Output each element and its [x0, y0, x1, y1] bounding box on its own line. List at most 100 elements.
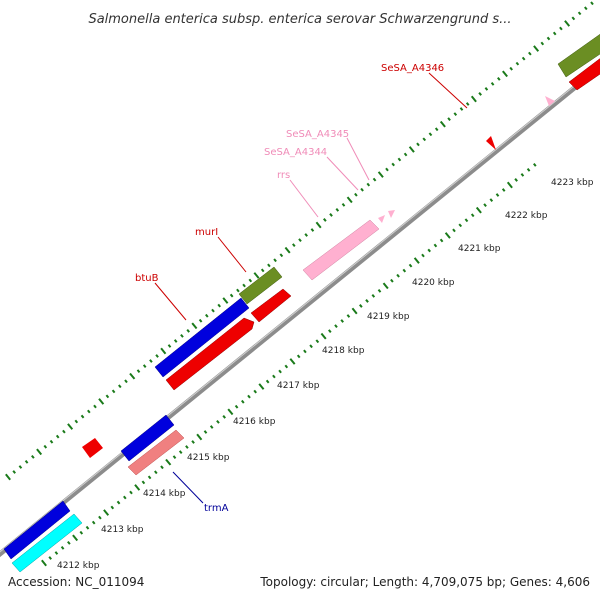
tick-mark	[413, 257, 420, 264]
tick-label: 4222 kbp	[505, 211, 548, 221]
tick-mark	[267, 263, 271, 268]
gene-red-murI-adjacent[interactable]	[250, 288, 292, 323]
gene-red-small-left[interactable]	[82, 438, 103, 458]
tick-mark	[129, 372, 136, 380]
gene-rrs[interactable]	[302, 219, 380, 281]
tick-mark	[278, 369, 282, 374]
gene-SeSA_A4344[interactable]	[378, 215, 385, 223]
tick-mark	[253, 272, 260, 279]
tick-label: 4220 kbp	[412, 278, 455, 288]
tick-mark	[111, 389, 116, 394]
tick-mark	[359, 304, 363, 308]
tick-mark	[408, 263, 413, 268]
tick-mark	[185, 445, 189, 449]
tick-mark	[497, 76, 501, 81]
gene-green-topright[interactable]	[557, 30, 600, 78]
gene-label-btuB[interactable]: btuB	[135, 273, 159, 284]
tick-mark	[506, 181, 513, 189]
tick-mark	[141, 480, 146, 485]
tick-mark	[196, 433, 203, 441]
gene-SeSA_A4346[interactable]	[545, 96, 555, 106]
tick-mark	[390, 278, 394, 283]
tick-mark	[584, 6, 588, 11]
gene-red-topright[interactable]	[568, 54, 600, 91]
tick-mark	[514, 178, 518, 182]
tick-mark	[391, 162, 395, 167]
gene-label-leaders	[154, 72, 468, 504]
tick-mark	[447, 117, 451, 122]
tick-mark	[67, 540, 71, 545]
tick-mark	[209, 425, 214, 429]
gene-label-rrs[interactable]: rrs	[277, 170, 290, 181]
gene-blue-fwd-2[interactable]	[120, 414, 175, 462]
tick-mark	[408, 146, 415, 153]
tick-mark	[167, 344, 172, 348]
tick-mark	[284, 364, 289, 369]
gene-btuB-region-red[interactable]	[165, 317, 255, 391]
tick-mark	[124, 379, 128, 384]
tick-mark	[229, 293, 234, 298]
gene-cyan[interactable]	[11, 513, 83, 573]
tick-mark	[54, 551, 59, 555]
tick-mark	[93, 404, 97, 409]
tick-mark	[211, 308, 215, 313]
tick-mark	[74, 419, 79, 424]
tick-mark	[377, 171, 384, 178]
tick-mark	[203, 430, 208, 434]
tick-mark	[12, 470, 16, 474]
gene-SeSA_A4345[interactable]	[388, 210, 395, 218]
tick-mark	[385, 167, 389, 172]
tick-mark	[49, 439, 54, 444]
tick-mark	[236, 288, 240, 293]
tick-label: 4218 kbp	[322, 346, 365, 356]
tick-mark	[147, 475, 152, 480]
tick-mark	[360, 187, 364, 192]
gene-label-SeSA_A4344[interactable]: SeSA_A4344	[264, 147, 327, 158]
gene-red-small-right[interactable]	[486, 136, 496, 150]
tick-mark	[160, 465, 164, 470]
gene-label-murI[interactable]: murI	[195, 227, 218, 238]
gene-blue-fwd-3[interactable]	[3, 500, 71, 560]
tick-mark	[577, 11, 582, 16]
tick-mark	[528, 51, 532, 56]
tick-mark	[284, 246, 291, 254]
tick-mark	[501, 188, 506, 192]
tick-mark	[515, 61, 520, 66]
tick-mark	[155, 354, 159, 358]
tick-mark	[421, 253, 425, 258]
tick-mark	[489, 198, 494, 202]
tick-mark	[453, 112, 458, 116]
tick-mark	[521, 56, 526, 61]
gene-blue-fwd-1[interactable]	[154, 297, 250, 378]
tick-mark	[495, 193, 500, 197]
tick-mark	[191, 322, 198, 330]
tick-mark	[79, 530, 84, 535]
tick-mark	[173, 339, 178, 343]
tick-mark	[247, 394, 251, 399]
tick-mark	[490, 81, 495, 86]
topology-text: Topology: circular; Length: 4,709,075 bp…	[259, 575, 590, 589]
tick-mark	[216, 419, 220, 424]
gene-label-SeSA_A4345[interactable]: SeSA_A4345	[286, 129, 349, 140]
tick-mark	[186, 328, 190, 333]
tick-mark	[31, 454, 35, 459]
tick-mark	[328, 329, 332, 334]
tick-mark	[5, 473, 11, 481]
tick-mark	[72, 534, 79, 542]
tick-mark	[265, 379, 270, 384]
gene-label-trmA[interactable]: trmA	[204, 503, 229, 514]
gene-label-SeSA_A4346[interactable]: SeSA_A4346	[381, 63, 444, 74]
tick-mark	[402, 268, 407, 273]
gene-murI[interactable]	[238, 266, 283, 305]
tick-mark	[191, 440, 195, 444]
tick-mark	[397, 157, 402, 162]
tick-mark	[87, 409, 91, 414]
tick-mark	[289, 358, 296, 365]
tick-mark	[346, 196, 353, 204]
gene-trmA[interactable]	[127, 429, 185, 476]
tick-label: 4213 kbp	[101, 525, 144, 535]
tick-mark	[546, 36, 551, 41]
tick-mark	[98, 398, 105, 405]
tick-label: 4212 kbp	[57, 561, 100, 571]
tick-mark	[459, 107, 464, 111]
